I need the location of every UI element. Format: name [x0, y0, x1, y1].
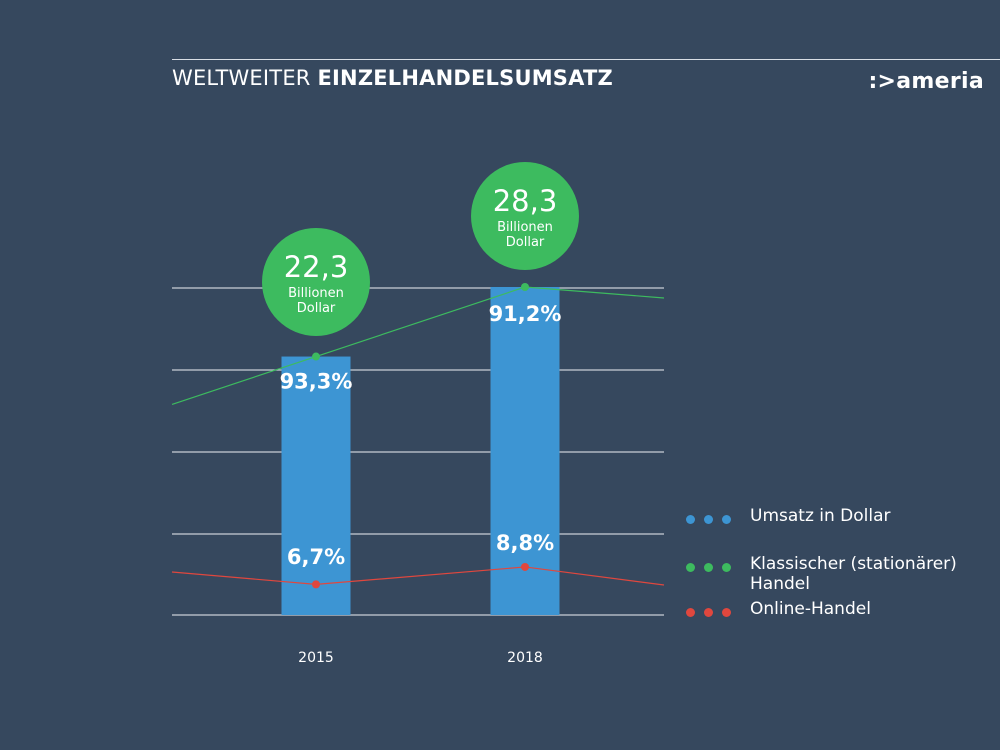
total-unit-2-2018: Dollar [506, 235, 545, 250]
total-unit-2-2015: Dollar [297, 301, 336, 316]
total-value-2018: 28,3 [493, 184, 558, 218]
x-tick-2015: 2015 [298, 650, 334, 666]
legend-dots-red [686, 602, 746, 622]
legend-dots-blue [686, 509, 746, 529]
total-unit-1-2015: Billionen [288, 286, 344, 301]
bar-2018 [490, 287, 560, 615]
total-circle-2018 [471, 162, 579, 270]
line-online [171, 566, 665, 586]
line-classic [171, 286, 665, 406]
total-unit-1-2018: Billionen [497, 220, 553, 235]
point-online-2018 [521, 562, 529, 571]
x-tick-2018: 2018 [507, 650, 543, 666]
label-classic-2018: 91,2% [489, 302, 562, 326]
point-classic-2015 [312, 352, 320, 361]
total-value-2015: 22,3 [284, 250, 349, 284]
point-online-2015 [312, 580, 320, 589]
title-light: WELTWEITER [172, 66, 311, 90]
title-bold: EINZELHANDELSUMSATZ [317, 66, 613, 90]
label-classic-2015: 93,3% [280, 370, 353, 394]
legend-label-online: Online-Handel [750, 599, 871, 619]
legend-label-klassisch: Klassischer (stationärer) Handel [750, 554, 957, 594]
header-rule [172, 59, 1000, 60]
point-classic-2018 [521, 283, 529, 291]
bar-2015 [281, 356, 351, 615]
chart-title: WELTWEITER EINZELHANDELSUMSATZ [172, 66, 613, 90]
ameria-logo: :>ameria [868, 69, 984, 94]
legend-dots-green [686, 557, 746, 577]
label-online-2015: 6,7% [287, 545, 345, 569]
total-circle-2015 [262, 228, 370, 336]
label-online-2018: 8,8% [496, 531, 554, 555]
legend-label-umsatz: Umsatz in Dollar [750, 506, 891, 526]
